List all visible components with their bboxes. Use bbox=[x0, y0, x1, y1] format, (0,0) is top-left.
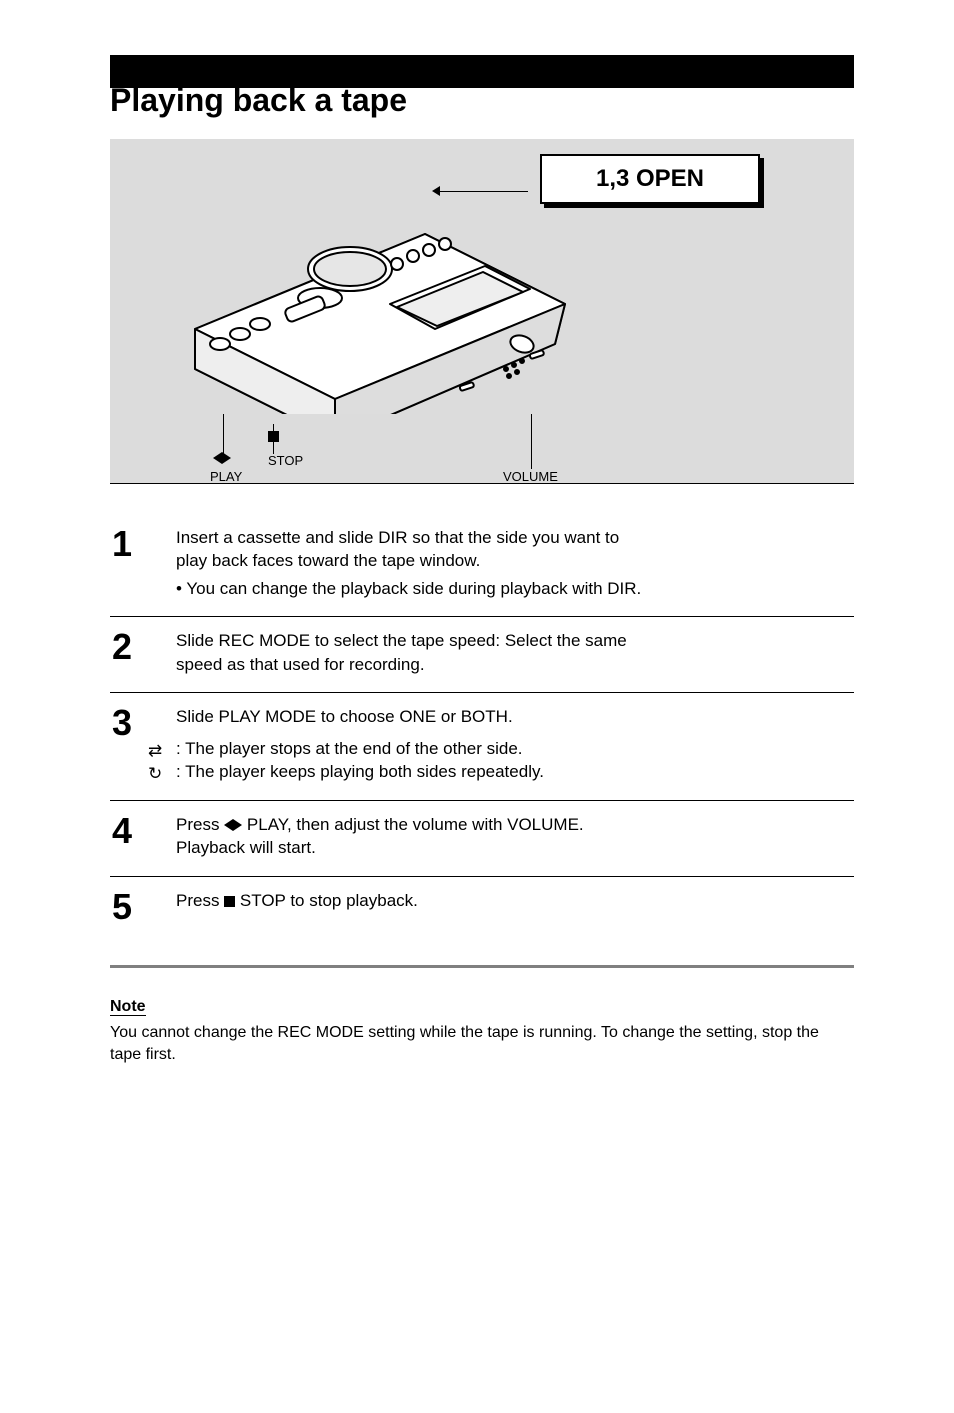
step-line: Insert a cassette and slide DIR so that … bbox=[176, 526, 854, 549]
top-black-bar bbox=[110, 55, 854, 88]
steps-list: 1 Insert a cassette and slide DIR so tha… bbox=[110, 514, 854, 941]
step-5: 5 Press STOP to stop playback. bbox=[110, 877, 854, 941]
step-line-prefix: Press bbox=[176, 815, 224, 834]
step-line-suffix: STOP to stop playback. bbox=[240, 891, 418, 910]
note-body: You cannot change the REC MODE setting w… bbox=[110, 1022, 854, 1067]
step-line: Slide REC MODE to select the tape speed:… bbox=[176, 629, 854, 652]
step-line: • You can change the playback side durin… bbox=[176, 577, 854, 600]
triangle-right-icon bbox=[233, 819, 242, 831]
pointer-tip bbox=[432, 186, 440, 196]
both-sides-icon: ⇄ bbox=[148, 739, 160, 762]
step-1: 1 Insert a cassette and slide DIR so tha… bbox=[110, 514, 854, 617]
stop-icon bbox=[268, 431, 279, 442]
step-line: speed as that used for recording. bbox=[176, 653, 854, 676]
repeat-icon: ↻ bbox=[148, 762, 162, 785]
step-number: 3 bbox=[110, 705, 176, 741]
step-number: 5 bbox=[110, 889, 176, 925]
step-body: Slide REC MODE to select the tape speed:… bbox=[176, 629, 854, 676]
step-2: 2 Slide REC MODE to select the tape spee… bbox=[110, 617, 854, 693]
step-body: Slide PLAY MODE to choose ONE or BOTH. ⇄… bbox=[176, 705, 854, 783]
step-body: Insert a cassette and slide DIR so that … bbox=[176, 526, 854, 600]
device-illustration bbox=[175, 194, 585, 414]
step-line: : The player stops at the end of the oth… bbox=[176, 739, 523, 758]
step-number: 2 bbox=[110, 629, 176, 665]
step-4: 4 Press PLAY, then adjust the volume wit… bbox=[110, 801, 854, 877]
pointer-line bbox=[438, 191, 528, 192]
step-line: Playback will start. bbox=[176, 836, 854, 859]
diagram-label-stop: STOP bbox=[268, 453, 303, 468]
end-rule bbox=[110, 965, 854, 968]
callout-line-volume bbox=[531, 414, 532, 469]
step-number: 1 bbox=[110, 526, 176, 562]
step-body: Press PLAY, then adjust the volume with … bbox=[176, 813, 854, 860]
note-heading: Note bbox=[110, 998, 146, 1016]
step-number: 4 bbox=[110, 813, 176, 849]
triangle-left-icon bbox=[224, 819, 233, 831]
step-line: play back faces toward the tape window. bbox=[176, 549, 854, 572]
step-line: : The player keeps playing both sides re… bbox=[176, 762, 544, 781]
callout-line-play bbox=[223, 414, 224, 454]
step-body: Press STOP to stop playback. bbox=[176, 889, 854, 912]
step-line-suffix: PLAY, then adjust the volume with VOLUME… bbox=[247, 815, 584, 834]
note-block: Note You cannot change the REC MODE sett… bbox=[110, 998, 854, 1067]
step-3: 3 Slide PLAY MODE to choose ONE or BOTH.… bbox=[110, 693, 854, 800]
diagram-label-volume: VOLUME bbox=[503, 469, 558, 484]
step-line: Slide PLAY MODE to choose ONE or BOTH. bbox=[176, 705, 854, 728]
step-line-prefix: Press bbox=[176, 891, 224, 910]
play-icon bbox=[213, 451, 231, 467]
device-diagram: 1,3 OPEN bbox=[110, 139, 854, 484]
diagram-label-play: PLAY bbox=[210, 469, 242, 484]
stop-square-icon bbox=[224, 896, 235, 907]
